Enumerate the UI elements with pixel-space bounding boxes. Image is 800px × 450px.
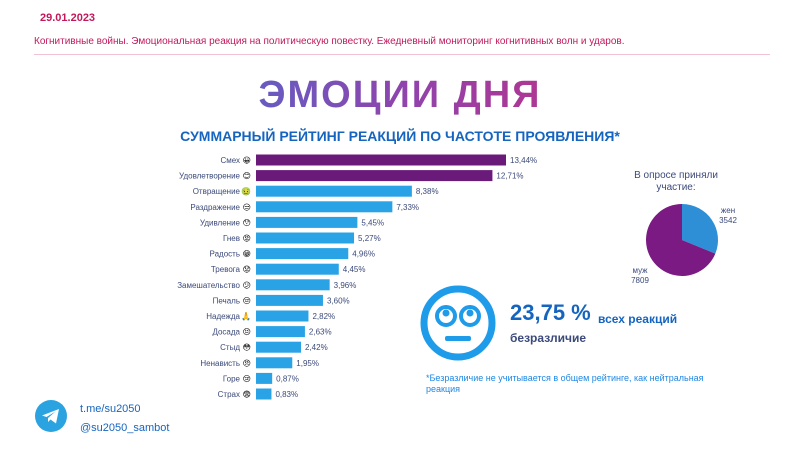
value-label: 4,96% xyxy=(352,250,375,259)
category-emoji: 😢 xyxy=(243,374,251,383)
chart-title: СУММАРНЫЙ РЕЙТИНГ РЕАКЦИЙ ПО ЧАСТОТЕ ПРО… xyxy=(180,128,620,144)
report-date: 29.01.2023 xyxy=(40,12,96,24)
indifference-percent: 23,75 % xyxy=(510,300,591,325)
value-label: 7,33% xyxy=(396,203,419,212)
value-label: 2,63% xyxy=(309,328,332,337)
pie-slice xyxy=(682,204,718,254)
bar xyxy=(256,357,293,369)
telegram-bot-handle[interactable]: @su2050_sambot xyxy=(80,422,170,434)
category-emoji: 😡 xyxy=(243,234,251,243)
category-emoji: 😟 xyxy=(243,265,251,274)
bar xyxy=(256,154,506,166)
emotions-bar-chart: 😀Смех 13,44% 😊Удовлетворение 12,71% 🤢Отвраще… xyxy=(177,154,537,400)
category-label: Ненависть xyxy=(200,359,240,368)
telegram-channel-link[interactable]: t.me/su2050 xyxy=(80,403,141,415)
category-label: Гнев xyxy=(223,234,240,243)
pie-slice-label: жен xyxy=(721,206,735,215)
telegram-icon xyxy=(35,400,67,432)
category-label: Горе xyxy=(223,374,241,383)
category-emoji: 😨 xyxy=(243,390,251,399)
header-divider xyxy=(34,54,770,55)
bar xyxy=(256,232,355,244)
value-label: 5,45% xyxy=(361,218,384,227)
value-label: 1,95% xyxy=(296,359,319,368)
value-label: 2,42% xyxy=(305,343,328,352)
pie-slice-value: 3542 xyxy=(719,216,737,225)
value-label: 0,87% xyxy=(276,374,299,383)
category-label: Радость xyxy=(210,250,240,259)
category-emoji: 😁 xyxy=(243,250,251,259)
bar xyxy=(256,310,309,322)
category-label: Стыд xyxy=(220,343,240,352)
category-label: Страх xyxy=(218,390,240,399)
value-label: 4,45% xyxy=(343,265,366,274)
indifference-suffix: всех реакций xyxy=(598,312,678,326)
category-label: Тревога xyxy=(211,265,241,274)
value-label: 3,96% xyxy=(334,281,357,290)
category-emoji: 😣 xyxy=(243,328,251,337)
bar xyxy=(256,185,412,197)
value-label: 2,82% xyxy=(312,312,335,321)
bar xyxy=(256,263,339,275)
report-subtitle: Когнитивные войны. Эмоциональная реакция… xyxy=(34,36,625,47)
category-label: Раздражение xyxy=(190,203,240,212)
bar xyxy=(256,170,493,182)
bar xyxy=(256,341,302,353)
footnote: *Безразличие не учитывается в общем рейт… xyxy=(426,373,704,394)
category-label: Надежда xyxy=(206,312,240,321)
category-emoji: 😔 xyxy=(243,296,251,305)
pie-slice-label: муж xyxy=(632,266,648,275)
category-emoji: 😳 xyxy=(243,343,251,352)
category-emoji: 😠 xyxy=(243,359,251,368)
value-label: 8,38% xyxy=(416,187,439,196)
value-label: 3,60% xyxy=(327,296,350,305)
category-emoji: 😊 xyxy=(243,172,251,181)
category-label: Печаль xyxy=(213,296,240,305)
category-label: Досада xyxy=(212,328,240,337)
category-emoji: 🙏 xyxy=(241,312,251,321)
bar xyxy=(256,388,272,400)
bar xyxy=(256,216,358,228)
bar xyxy=(256,248,349,260)
value-label: 13,44% xyxy=(510,156,537,165)
value-label: 12,71% xyxy=(496,172,523,181)
value-label: 5,27% xyxy=(358,234,381,243)
category-emoji: 😒 xyxy=(243,203,251,212)
bar xyxy=(256,201,393,213)
page-title: ЭМОЦИИ ДНЯ xyxy=(0,74,800,117)
bar xyxy=(256,326,305,338)
pie-slice xyxy=(646,204,716,276)
indifference-label: безразличие xyxy=(510,331,587,345)
pie-slice-value: 7809 xyxy=(631,276,649,285)
category-emoji: 😕 xyxy=(243,281,251,290)
bar xyxy=(256,279,330,291)
category-label: Отвращение xyxy=(193,187,241,196)
category-label: Замешательство xyxy=(177,281,240,290)
category-label: Удовлетворение xyxy=(179,172,241,181)
category-label: Смех xyxy=(220,156,240,165)
bar xyxy=(256,294,323,306)
value-label: 0,83% xyxy=(275,390,298,399)
indifferent-face-icon xyxy=(420,285,496,361)
category-emoji: 🤢 xyxy=(241,187,251,196)
category-emoji: 😯 xyxy=(243,218,251,227)
category-label: Удивление xyxy=(200,218,241,227)
bar xyxy=(256,372,273,384)
category-emoji: 😀 xyxy=(243,156,251,165)
pie-caption: В опросе приняли участие: xyxy=(634,170,718,193)
